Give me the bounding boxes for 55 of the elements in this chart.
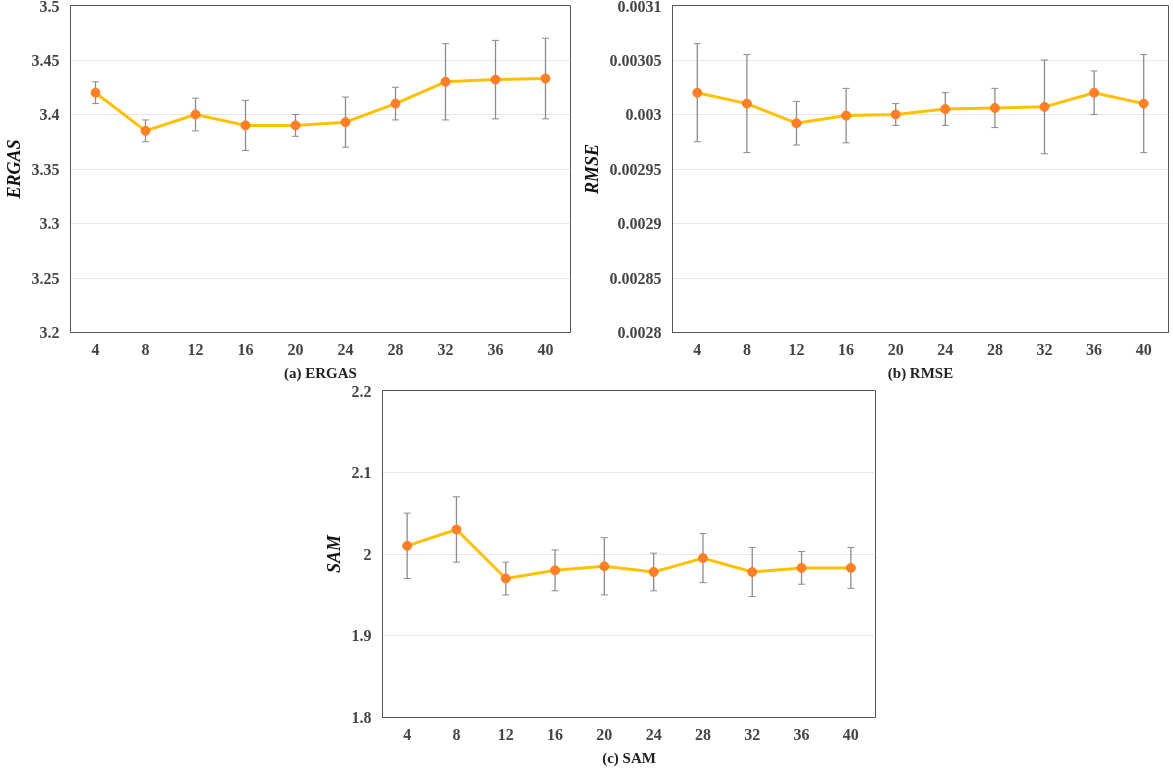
y-tick-label: 3.25	[31, 269, 60, 287]
x-tick-label: 12	[497, 725, 514, 743]
text: (c) SAM	[602, 749, 656, 767]
x-tick-label: 16	[838, 340, 855, 358]
x-tick-label: 28	[387, 340, 404, 358]
x-tick-label: 12	[187, 340, 204, 358]
x-tick-label: 4	[693, 340, 702, 358]
y-tick-label: 2	[363, 545, 372, 563]
y-axis-title: RMSE	[581, 143, 602, 196]
y-axis-title: ERGAS	[3, 139, 24, 200]
y-tick-label: 3.3	[39, 215, 60, 232]
x-tick-label: 24	[337, 340, 354, 358]
x-tick-label: 20	[887, 340, 904, 358]
text: (b) RMSE	[887, 364, 954, 382]
x-tick-label: 8	[452, 725, 461, 743]
x-tick-label: 24	[645, 725, 662, 743]
y-tick-label: 0.00295	[609, 160, 662, 178]
y-tick-label: 3.4	[39, 106, 60, 123]
x-tick-label: 32	[437, 340, 454, 358]
y-tick-label: 0.00285	[609, 269, 662, 287]
y-tick-label: 2.1	[351, 463, 372, 481]
x-tick-label: 36	[487, 340, 504, 358]
x-tick-label: 20	[596, 725, 613, 743]
x-tick-label: 40	[537, 340, 554, 358]
y-tick-label: 0.0029	[617, 215, 662, 232]
y-axis-title: SAM	[323, 533, 344, 574]
x-tick-label: 24	[937, 340, 954, 358]
y-tick-label: 3.35	[31, 160, 60, 178]
x-tick-label: 40	[1135, 340, 1152, 358]
x-tick-label: 32	[744, 725, 761, 743]
x-tick-label: 28	[986, 340, 1003, 358]
x-tick-label: 36	[793, 725, 810, 743]
y-tick-label: 0.0031	[617, 0, 662, 15]
x-tick-label: 8	[742, 340, 751, 358]
text: (a) ERGAS	[284, 364, 357, 382]
y-tick-label: 0.003	[625, 106, 662, 123]
y-tick-label: 2.2	[351, 382, 372, 400]
x-tick-label: 36	[1086, 340, 1103, 358]
y-tick-label: 3.5	[39, 0, 60, 15]
y-tick-label: 3.2	[39, 324, 60, 341]
x-tick-label: 4	[91, 340, 100, 358]
x-tick-label: 32	[1036, 340, 1053, 358]
x-tick-label: 28	[694, 725, 711, 743]
x-tick-label: 16	[547, 725, 564, 743]
x-tick-label: 40	[842, 725, 859, 743]
y-tick-label: 0.0028	[617, 324, 662, 341]
y-tick-label: 0.00305	[609, 51, 662, 69]
y-tick-label: 1.9	[351, 627, 372, 645]
y-tick-label: 1.8	[351, 709, 372, 726]
x-tick-label: 12	[788, 340, 805, 358]
x-tick-label: 16	[237, 340, 254, 358]
x-tick-label: 4	[403, 725, 412, 743]
y-tick-label: 3.45	[31, 51, 60, 69]
x-tick-label: 8	[141, 340, 150, 358]
x-tick-label: 20	[287, 340, 304, 358]
